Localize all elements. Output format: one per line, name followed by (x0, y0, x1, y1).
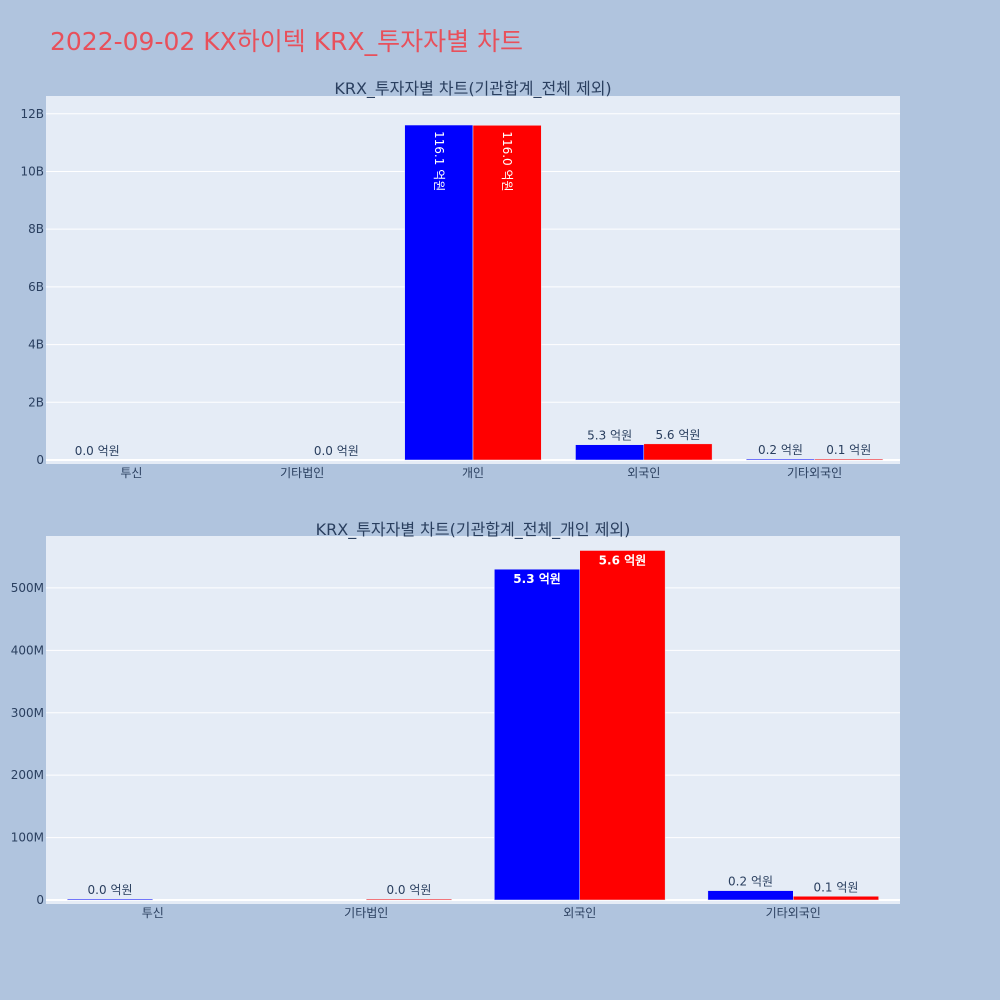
bar (472, 125, 542, 461)
data-label: 0.0 억원 (88, 883, 133, 897)
bar (746, 458, 815, 461)
data-label: 116.1 억원 (432, 131, 446, 191)
data-label: 0.0 억원 (386, 883, 431, 897)
bar (404, 124, 474, 461)
data-label: 0.1 억원 (826, 443, 871, 457)
data-label: 5.3 억원 (587, 429, 632, 443)
y-tick-label: 100M (11, 831, 44, 845)
bar (366, 898, 452, 901)
y-tick-label: 10B (20, 164, 44, 178)
y-tick-label: 0 (36, 453, 44, 467)
data-label: 0.2 억원 (728, 875, 773, 889)
chart-investor-all: 0 2B 4B 6B 8B 10B 12B KRX_투자자별 차트(기관합계_전체 제외) 투신… (20, 79, 900, 480)
y-tick-label: 500M (11, 581, 44, 595)
x-tick-label: 개인 (462, 466, 484, 480)
bar (707, 890, 794, 901)
plot-area (46, 536, 900, 904)
x-tick-label: 기타법인 (344, 906, 388, 920)
y-tick-label: 300M (11, 706, 44, 720)
data-label: 0.2 억원 (758, 443, 803, 457)
bar (814, 458, 884, 461)
chart-title: KRX_투자자별 차트(기관합계_전체_개인 제외) (316, 520, 631, 540)
chart-investor-excl-individual: 0 100M 200M 300M 400M 500M KRX_투자자별 차트(기관합계_전체… (11, 520, 900, 920)
data-label: 0.1 억원 (813, 880, 858, 894)
bar (494, 568, 581, 901)
bar (793, 896, 879, 901)
y-tick-label: 12B (20, 107, 44, 121)
data-label: 116.0 억원 (500, 131, 514, 191)
data-label: 5.3 억원 (513, 572, 561, 586)
bar (579, 550, 666, 901)
x-tick-label: 기타법인 (280, 466, 324, 480)
y-tick-label: 4B (28, 338, 44, 352)
x-tick-label: 투신 (142, 906, 164, 920)
data-label: 0.0 억원 (314, 444, 359, 458)
y-tick-label: 6B (28, 280, 44, 294)
bar (575, 444, 645, 461)
x-tick-label: 외국인 (627, 466, 660, 480)
bar (67, 898, 153, 901)
x-tick-label: 기타외국인 (787, 466, 842, 480)
y-tick-label: 2B (28, 395, 44, 409)
x-tick-label: 기타외국인 (766, 906, 821, 920)
y-tick-label: 8B (28, 222, 44, 236)
data-label: 0.0 억원 (75, 444, 120, 458)
x-tick-label: 투신 (120, 466, 142, 480)
data-label: 5.6 억원 (599, 553, 647, 567)
bar (643, 443, 713, 461)
data-label: 5.6 억원 (655, 428, 700, 442)
y-tick-label: 200M (11, 768, 44, 782)
y-tick-label: 0 (36, 893, 44, 907)
x-tick-label: 외국인 (563, 906, 596, 920)
y-tick-label: 400M (11, 643, 44, 657)
page-title: 2022-09-02 KX하이텍 KRX_투자자별 차트 (50, 27, 524, 56)
chart-title: KRX_투자자별 차트(기관합계_전체 제외) (334, 79, 611, 99)
